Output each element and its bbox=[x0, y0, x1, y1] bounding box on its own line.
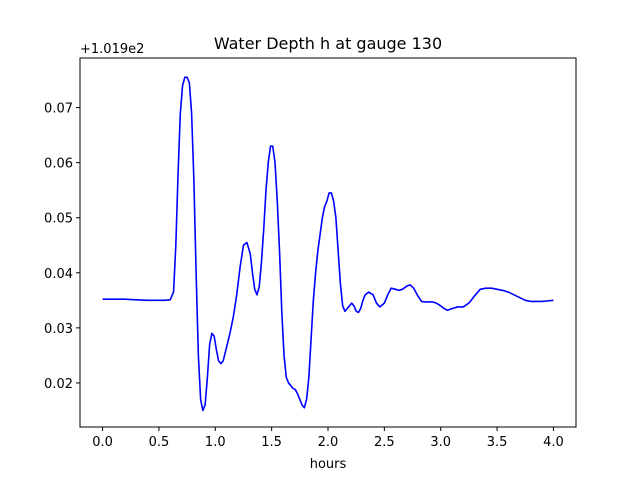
x-tick-label: 4.0 bbox=[543, 435, 564, 450]
y-tick-label: 0.06 bbox=[44, 157, 73, 172]
x-tick-label: 0.5 bbox=[149, 435, 170, 450]
y-tick-label: 0.07 bbox=[44, 102, 73, 117]
y-offset-label: +1.019e2 bbox=[80, 42, 144, 57]
x-tick-label: 0.0 bbox=[92, 435, 113, 450]
plot-area: 0.0 0.5 1.0 1.5 2.0 2.5 3.0 3.5 4.0 0.02 0.03 0.04 0… bbox=[44, 57, 577, 450]
y-tick-label: 0.05 bbox=[44, 212, 73, 227]
x-tick-label: 1.5 bbox=[261, 435, 282, 450]
y-tick-label: 0.02 bbox=[44, 377, 73, 392]
y-tick-label: 0.04 bbox=[44, 267, 73, 282]
x-axis-label: hours bbox=[310, 457, 347, 472]
chart-title: Water Depth h at gauge 130 bbox=[214, 34, 442, 53]
series-line-0 bbox=[102, 76, 554, 412]
x-tick-label: 3.0 bbox=[430, 435, 451, 450]
x-tick-label: 1.0 bbox=[205, 435, 226, 450]
x-tick-label: 2.0 bbox=[318, 435, 339, 450]
x-tick-label: 3.5 bbox=[487, 435, 508, 450]
x-tick-label: 2.5 bbox=[374, 435, 395, 450]
y-tick-label: 0.03 bbox=[44, 322, 73, 337]
